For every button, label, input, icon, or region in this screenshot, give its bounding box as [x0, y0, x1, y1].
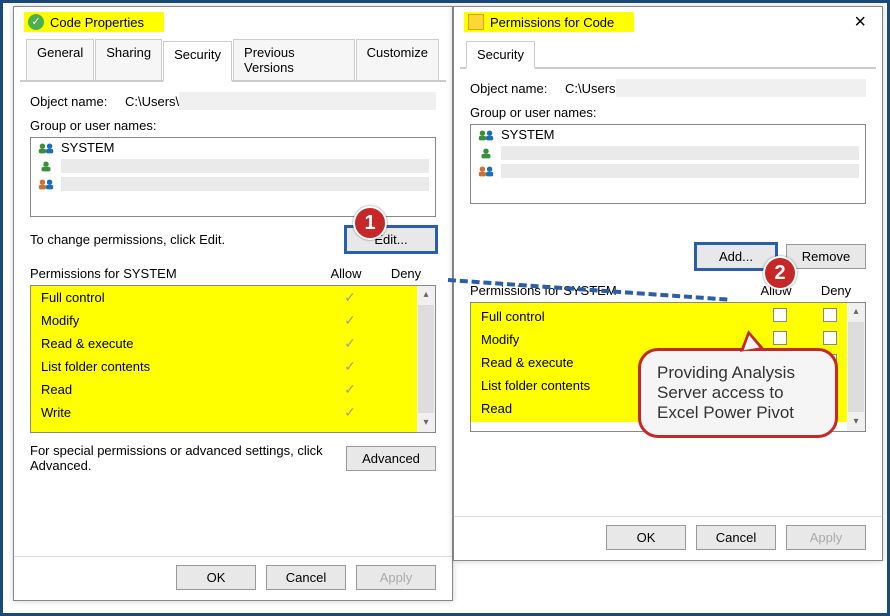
tab-previous-versions[interactable]: Previous Versions [233, 39, 355, 80]
scroll-up-icon[interactable]: ▴ [847, 303, 865, 321]
dialog-title: Code Properties [50, 15, 144, 30]
deny-header: Deny [806, 283, 866, 298]
tab-customize[interactable]: Customize [356, 39, 439, 80]
tabs: Security [460, 39, 876, 69]
callout-tail [736, 328, 763, 352]
check-icon: ✓ [325, 404, 375, 421]
users-icon [37, 177, 55, 191]
object-name-redacted [616, 79, 866, 97]
check-icon: ✓ [28, 14, 44, 30]
properties-dialog: ✓ Code Properties General Sharing Securi… [13, 6, 453, 601]
user-row-system[interactable]: SYSTEM [471, 125, 865, 144]
apply-button[interactable]: Apply [786, 525, 866, 550]
object-name-redacted [179, 92, 436, 110]
footer: OK Cancel Apply [14, 556, 452, 600]
allow-header: Allow [316, 266, 376, 281]
cancel-button[interactable]: Cancel [266, 565, 346, 590]
deny-checkbox [823, 308, 837, 322]
close-icon[interactable]: × [848, 11, 872, 34]
annotation-badge-2: 2 [763, 256, 797, 290]
deny-checkbox [823, 331, 837, 345]
user-row-redacted[interactable] [471, 144, 865, 162]
titlebar: Permissions for Code × [454, 7, 882, 37]
users-icon [477, 164, 495, 178]
scrollbar[interactable]: ▴ ▾ [847, 303, 865, 431]
dialog-title: Permissions for Code [490, 15, 614, 30]
scroll-down-icon[interactable]: ▾ [417, 414, 435, 432]
cancel-button[interactable]: Cancel [696, 525, 776, 550]
perm-for-label: Permissions for SYSTEM [30, 266, 316, 281]
user-icon [37, 159, 55, 173]
titlebar: ✓ Code Properties [14, 7, 452, 37]
scroll-up-icon[interactable]: ▴ [417, 286, 435, 304]
users-listbox[interactable]: SYSTEM [470, 124, 866, 204]
check-icon: ✓ [325, 289, 375, 306]
footer: OK Cancel Apply [454, 516, 882, 560]
allow-checkbox [773, 331, 787, 345]
remove-button[interactable]: Remove [786, 244, 866, 269]
user-row-redacted[interactable] [31, 175, 435, 193]
user-row-system[interactable]: SYSTEM [31, 138, 435, 157]
scrollbar[interactable]: ▴ ▾ [417, 286, 435, 432]
user-row-redacted[interactable] [31, 157, 435, 175]
scroll-down-icon[interactable]: ▾ [847, 413, 865, 431]
user-icon [477, 146, 495, 160]
check-icon: ✓ [325, 335, 375, 352]
ok-button[interactable]: OK [606, 525, 686, 550]
check-icon: ✓ [325, 381, 375, 398]
group-users-label: Group or user names: [30, 118, 436, 133]
permissions-list: Full control✓ Modify✓ Read & execute✓ Li… [30, 285, 436, 433]
tab-general[interactable]: General [26, 39, 94, 80]
tab-sharing[interactable]: Sharing [95, 39, 162, 80]
check-icon: ✓ [325, 312, 375, 329]
advanced-text: For special permissions or advanced sett… [30, 443, 346, 473]
object-name-value: C:\Users\ [125, 94, 179, 109]
tab-security[interactable]: Security [466, 41, 535, 69]
object-name-label: Object name: [470, 81, 565, 96]
folder-icon [468, 14, 484, 30]
deny-header: Deny [376, 266, 436, 281]
advanced-button[interactable]: Advanced [346, 446, 436, 471]
annotation-badge-1: 1 [353, 206, 387, 240]
object-name-value: C:\Users [565, 81, 616, 96]
object-name-label: Object name: [30, 94, 125, 109]
tab-security[interactable]: Security [163, 41, 232, 82]
user-row-redacted[interactable] [471, 162, 865, 180]
users-icon [477, 128, 495, 142]
apply-button[interactable]: Apply [356, 565, 436, 590]
users-icon [37, 141, 55, 155]
annotation-callout: Providing Analysis Server access to Exce… [638, 348, 838, 438]
check-icon: ✓ [325, 358, 375, 375]
change-perms-text: To change permissions, click Edit. [30, 232, 346, 247]
group-users-label: Group or user names: [470, 105, 866, 120]
ok-button[interactable]: OK [176, 565, 256, 590]
tabs: General Sharing Security Previous Versio… [20, 39, 446, 82]
allow-checkbox [773, 308, 787, 322]
users-listbox[interactable]: SYSTEM [30, 137, 436, 217]
